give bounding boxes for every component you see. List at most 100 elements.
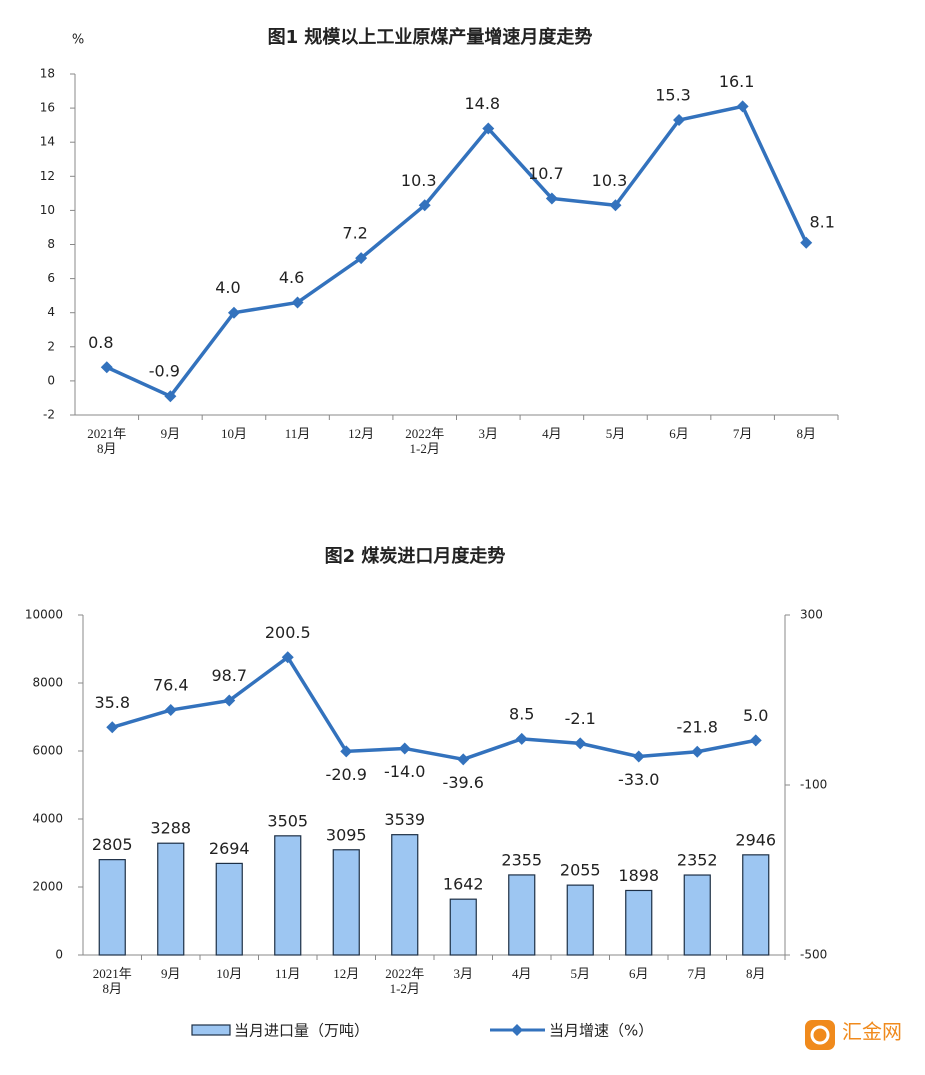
marker <box>482 122 495 135</box>
chart-title: 图1 规模以上工业原煤产量增速月度走势 <box>268 26 593 48</box>
bar <box>683 874 711 956</box>
watermark: 汇金网 <box>842 1020 902 1044</box>
x-tick-label: 4月 <box>542 426 562 441</box>
legend-swatch <box>511 1024 523 1036</box>
marker <box>632 750 645 763</box>
marker <box>736 100 749 113</box>
bar-label: 2055 <box>560 861 601 880</box>
y-tick-label: 8 <box>47 237 55 251</box>
marker <box>800 236 813 249</box>
y-tick-label: 0 <box>55 948 63 962</box>
marker <box>545 192 558 205</box>
x-tick-label: 11月 <box>274 966 301 981</box>
marker <box>515 732 528 745</box>
data-label: 14.8 <box>464 94 500 113</box>
data-label: 98.7 <box>211 666 247 685</box>
data-label: 4.6 <box>279 268 304 287</box>
y-tick-label: 10 <box>40 203 55 217</box>
bar-label: 2694 <box>209 839 250 858</box>
x-tick-label: 2021年 8月 <box>87 426 127 456</box>
y-axis-label: % <box>72 33 84 48</box>
marker <box>164 704 177 717</box>
marker <box>749 734 762 747</box>
x-tick-label: 2022年 1-2月 <box>385 966 425 996</box>
marker <box>291 296 304 309</box>
marker <box>457 753 470 766</box>
data-label: -14.0 <box>384 762 425 781</box>
marker <box>100 361 113 374</box>
marker <box>227 306 240 319</box>
marker <box>355 252 368 265</box>
line <box>111 654 757 762</box>
marker <box>673 114 686 127</box>
legend-swatch <box>191 1024 231 1036</box>
marker <box>106 721 119 734</box>
y-tick-label: 18 <box>40 67 55 81</box>
data-label: 10.7 <box>528 164 564 183</box>
line <box>106 104 808 399</box>
bar <box>625 889 653 956</box>
bar <box>391 834 419 956</box>
x-tick-label: 10月 <box>220 426 247 441</box>
bar <box>332 849 360 956</box>
x-tick-label: 4月 <box>511 966 532 981</box>
marker <box>609 199 622 212</box>
x-tick-label: 3月 <box>478 426 499 441</box>
bar-label: 3288 <box>150 819 191 838</box>
marker <box>223 694 236 707</box>
bar <box>508 874 536 956</box>
watermark-icon <box>810 1025 830 1045</box>
marker <box>574 737 587 750</box>
data-label: 76.4 <box>153 676 189 695</box>
bar-label: 3095 <box>326 825 367 844</box>
data-label: -21.8 <box>677 717 718 736</box>
y-tick-label: 16 <box>40 101 55 115</box>
data-label: 35.8 <box>94 693 130 712</box>
marker <box>691 745 704 758</box>
bar <box>742 854 770 956</box>
bar-label: 3505 <box>267 811 308 830</box>
x-tick-label: 9月 <box>160 426 181 441</box>
bar <box>215 862 243 956</box>
x-tick-label: 5月 <box>570 966 590 981</box>
y2-tick-label: 300 <box>800 608 823 622</box>
bar-label: 3539 <box>384 810 425 829</box>
y2-tick-label: -500 <box>800 948 827 962</box>
y-tick-label: 12 <box>40 169 55 183</box>
data-label: -20.9 <box>326 765 367 784</box>
marker <box>281 651 294 664</box>
bar-label: 2805 <box>92 835 133 854</box>
chart-title: 图2 煤炭进口月度走势 <box>325 545 506 567</box>
x-tick-label: 8月 <box>745 966 766 981</box>
x-tick-label: 6月 <box>628 966 649 981</box>
y-tick-label: 2000 <box>32 880 63 894</box>
marker <box>418 199 431 212</box>
data-label: 5.0 <box>743 706 768 725</box>
marker <box>340 745 353 758</box>
data-label: 7.2 <box>342 224 367 243</box>
x-tick-label: 12月 <box>348 426 375 441</box>
y-tick-label: 8000 <box>32 676 63 690</box>
x-tick-label: 10月 <box>216 966 243 981</box>
y-tick-label: 6 <box>47 271 55 285</box>
data-label: -0.9 <box>149 362 180 381</box>
x-tick-label: 2022年 1-2月 <box>405 426 445 456</box>
legend-label: 当月进口量（万吨） <box>234 1022 369 1040</box>
data-label: -33.0 <box>618 770 659 789</box>
data-label: 8.5 <box>509 704 534 723</box>
x-tick-label: 7月 <box>687 966 707 981</box>
data-label: 16.1 <box>719 72 755 91</box>
marker <box>164 390 177 403</box>
x-tick-label: 7月 <box>732 426 753 441</box>
y-tick-label: -2 <box>43 408 55 422</box>
bar <box>274 835 302 956</box>
bar <box>157 842 185 956</box>
legend-label: 当月增速（%） <box>549 1022 653 1040</box>
x-tick-label: 11月 <box>284 426 311 441</box>
x-tick-label: 6月 <box>669 426 689 441</box>
x-tick-label: 9月 <box>160 966 181 981</box>
y-tick-label: 0 <box>47 373 55 387</box>
y-tick-label: 14 <box>40 135 55 149</box>
